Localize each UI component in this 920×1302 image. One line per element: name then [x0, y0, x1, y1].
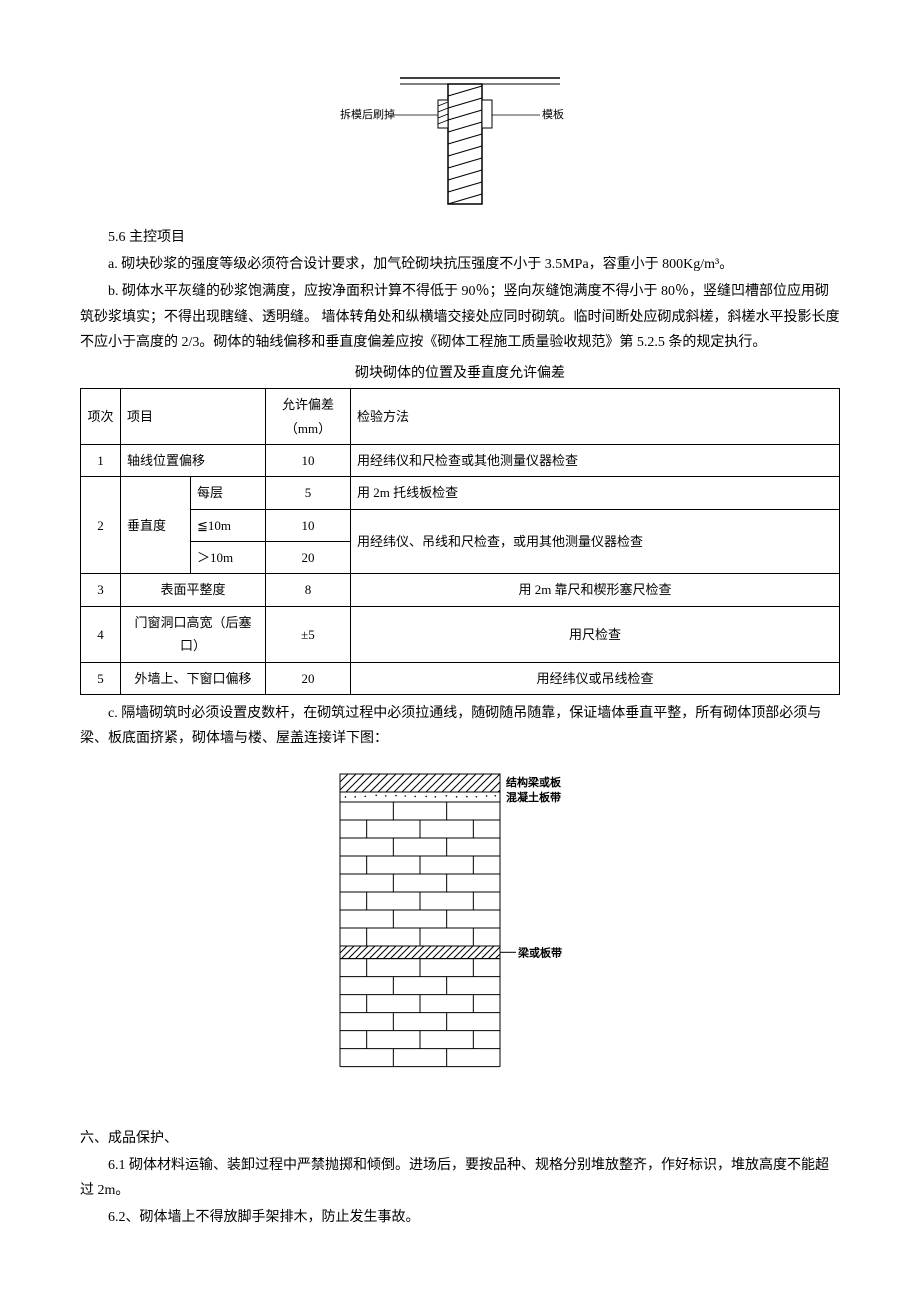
section-6-head: 六、成品保护、	[80, 1126, 840, 1151]
th-item: 项目	[121, 389, 266, 445]
cell-item: 轴线位置偏移	[121, 444, 266, 476]
table-row: 1 轴线位置偏移 10 用经纬仪和尺检查或其他测量仪器检查	[81, 444, 840, 476]
cell-tol: ±5	[266, 606, 351, 662]
section-5-6-head: 5.6 主控项目	[80, 225, 840, 250]
svg-text:结构梁或板: 结构梁或板	[505, 775, 562, 789]
diagram-wall-connection: 结构梁或板混凝土板带梁或板带	[330, 766, 590, 1095]
cell-tol: 10	[266, 444, 351, 476]
th-idx: 项次	[81, 389, 121, 445]
cell-tol: 10	[266, 509, 351, 541]
diagram1-right-label: 模板	[542, 107, 564, 121]
table-header-row: 项次 项目 允许偏差（mm） 检验方法	[81, 389, 840, 445]
svg-text:混凝土板带: 混凝土板带	[506, 790, 561, 804]
table-row: 5 外墙上、下窗口偏移 20 用经纬仪或吊线检查	[81, 662, 840, 694]
para-6-1: 6.1 砌体材料运输、装卸过程中严禁抛掷和倾倒。进场后，要按品种、规格分别堆放整…	[80, 1153, 840, 1203]
cell-tol: 5	[266, 477, 351, 509]
table-row: 3 表面平整度 8 用 2m 靠尺和楔形塞尺检查	[81, 574, 840, 606]
table-row: 4 门窗洞口高宽（后塞口） ±5 用尺检查	[81, 606, 840, 662]
cell-tol: 8	[266, 574, 351, 606]
cell-item: 表面平整度	[121, 574, 266, 606]
cell-idx: 1	[81, 444, 121, 476]
cell-idx: 4	[81, 606, 121, 662]
cell-method: 用经纬仪或吊线检查	[351, 662, 840, 694]
cell-idx: 5	[81, 662, 121, 694]
svg-text:梁或板带: 梁或板带	[517, 946, 562, 960]
cell-sub: ＞10m	[191, 542, 266, 574]
diagram1-left-label: 拆模后刷掉	[340, 107, 395, 121]
cell-tol: 20	[266, 542, 351, 574]
cell-method: 用经纬仪和尺检查或其他测量仪器检查	[351, 444, 840, 476]
para-5-6-a: a. 砌块砂浆的强度等级必须符合设计要求，加气砼砌块抗压强度不小于 3.5MPa…	[80, 252, 840, 277]
table-row: 2 垂直度 每层 5 用 2m 托线板检查	[81, 477, 840, 509]
cell-tol: 20	[266, 662, 351, 694]
para-6-2: 6.2、砌体墙上不得放脚手架排木，防止发生事故。	[80, 1205, 840, 1230]
para-5-6-c: c. 隔墙砌筑时必须设置皮数杆，在砌筑过程中必须拉通线，随砌随吊随靠，保证墙体垂…	[80, 701, 840, 751]
cell-item: 外墙上、下窗口偏移	[121, 662, 266, 694]
table-title: 砌块砌体的位置及垂直度允许偏差	[80, 361, 840, 386]
diagram-template-section: 拆模后刷掉 模板	[330, 60, 590, 210]
cell-idx: 3	[81, 574, 121, 606]
table-row: ≦10m 10 用经纬仪、吊线和尺检查，或用其他测量仪器检查	[81, 509, 840, 541]
cell-item: 垂直度	[121, 477, 191, 574]
cell-method: 用尺检查	[351, 606, 840, 662]
cell-sub: ≦10m	[191, 509, 266, 541]
diagram2-svg: 结构梁或板混凝土板带梁或板带	[330, 766, 590, 1086]
diagram1-svg: 拆模后刷掉 模板	[330, 60, 590, 210]
para-5-6-b: b. 砌体水平灰缝的砂浆饱满度，应按净面积计算不得低于 90％；竖向灰缝饱满度不…	[80, 279, 840, 355]
cell-method: 用经纬仪、吊线和尺检查，或用其他测量仪器检查	[351, 509, 840, 574]
cell-method: 用 2m 托线板检查	[351, 477, 840, 509]
cell-method: 用 2m 靠尺和楔形塞尺检查	[351, 574, 840, 606]
cell-idx: 2	[81, 477, 121, 574]
th-method: 检验方法	[351, 389, 840, 445]
cell-item: 门窗洞口高宽（后塞口）	[121, 606, 266, 662]
cell-sub: 每层	[191, 477, 266, 509]
tolerance-table: 项次 项目 允许偏差（mm） 检验方法 1 轴线位置偏移 10 用经纬仪和尺检查…	[80, 388, 840, 695]
th-tol: 允许偏差（mm）	[266, 389, 351, 445]
